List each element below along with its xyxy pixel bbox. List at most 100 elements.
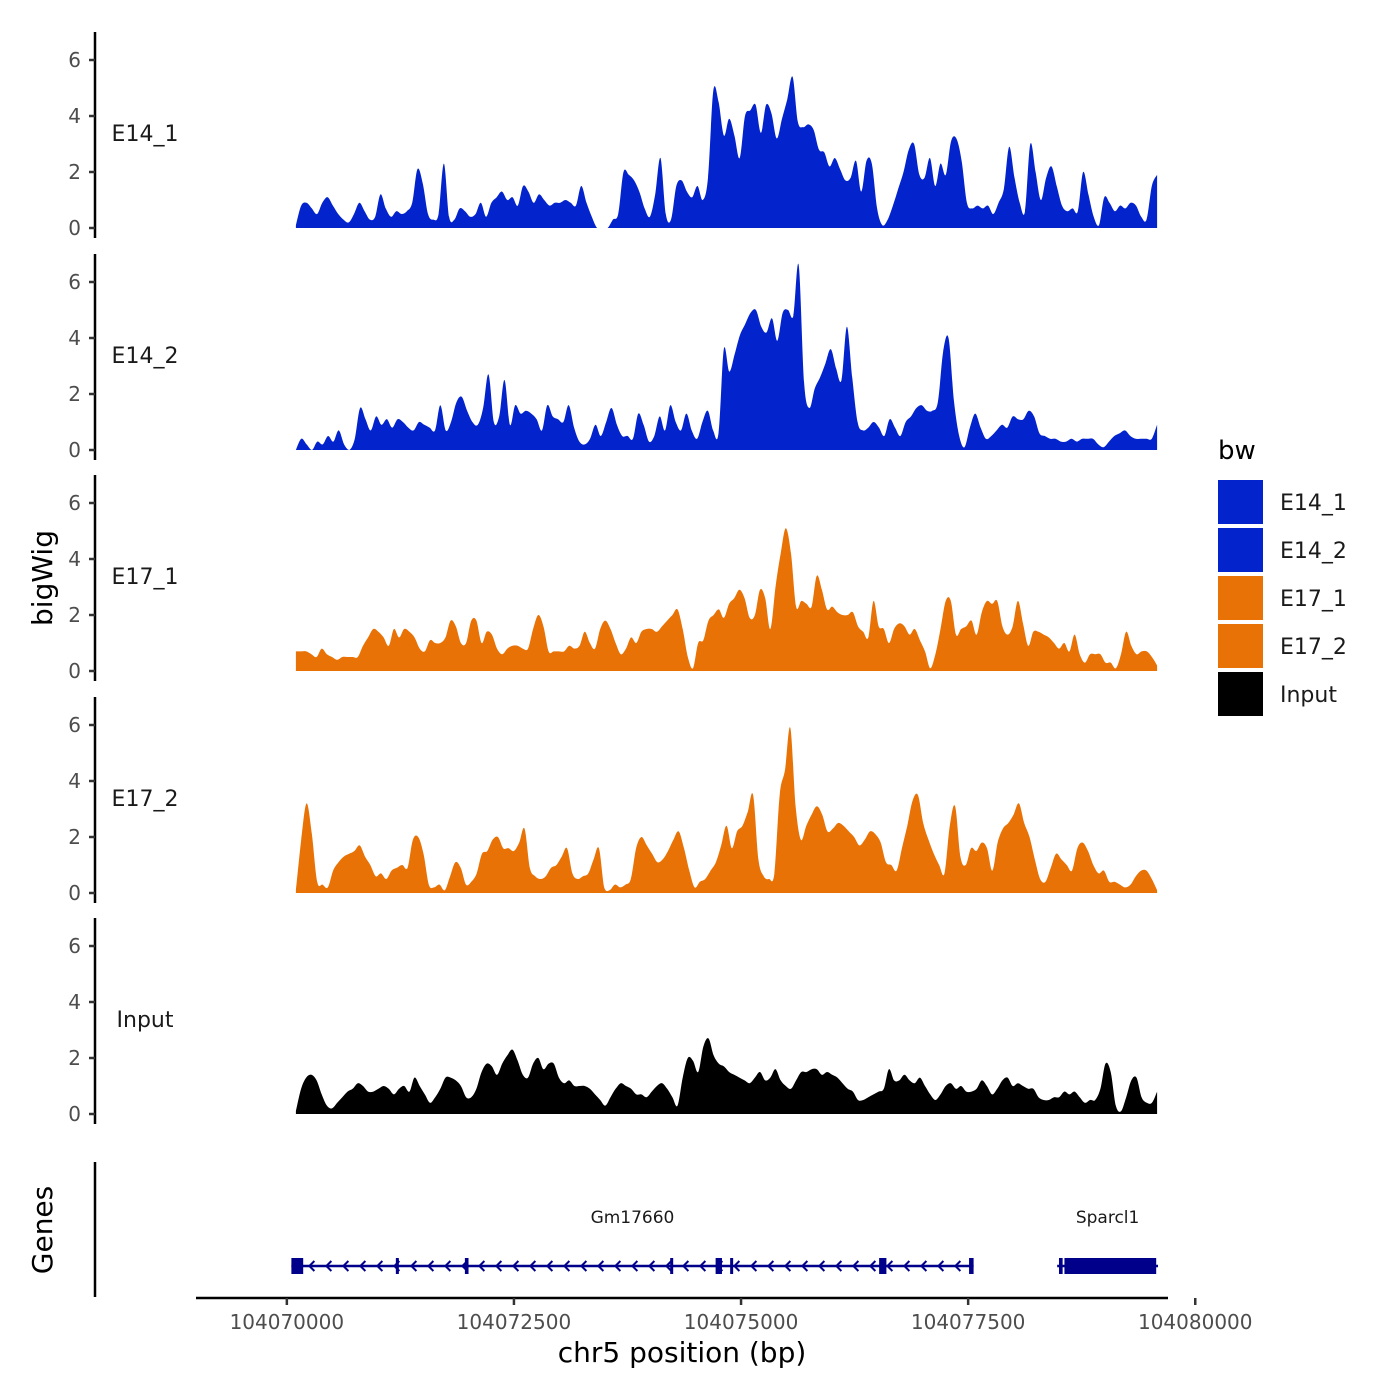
strand-arrow <box>409 1260 418 1272</box>
y-tick-label: 0 <box>68 438 81 462</box>
strand-arrow <box>324 1260 333 1272</box>
gene-exon <box>1064 1258 1157 1274</box>
gene-label: Gm17660 <box>591 1208 675 1228</box>
gene-gm17660: Gm17660 <box>291 1208 974 1274</box>
strand-arrow <box>800 1260 809 1272</box>
gene-sparcl1: Sparcl1 <box>1057 1208 1159 1274</box>
strand-arrow <box>630 1260 639 1272</box>
track-e17-2: 0 2 4 6 E17_2 <box>68 697 1158 905</box>
gene-exon <box>969 1258 974 1274</box>
y-tick-label: 2 <box>68 1046 81 1070</box>
strand-arrow <box>817 1260 826 1272</box>
y-tick-label: 4 <box>68 547 81 571</box>
y-tick-label: 6 <box>68 934 81 958</box>
legend-entry: E14_1 <box>1218 480 1347 524</box>
x-tick-label: 104077500 <box>911 1310 1026 1334</box>
y-tick-label: 4 <box>68 104 81 128</box>
y-tick-label: 6 <box>68 713 81 737</box>
gene-exon <box>879 1258 887 1274</box>
strand-arrow <box>783 1260 792 1272</box>
coverage-area-e17-2 <box>295 727 1158 893</box>
x-tick-label: 104070000 <box>230 1310 345 1334</box>
legend-entry: E17_2 <box>1218 624 1347 668</box>
strand-arrow <box>885 1260 894 1272</box>
legend-label: E14_2 <box>1280 539 1347 564</box>
legend-entry: E14_2 <box>1218 528 1347 572</box>
y-tick-label: 6 <box>68 491 81 515</box>
strand-arrow <box>494 1260 503 1272</box>
legend: bw E14_1 E14_2 E17_1 E17_2 Input <box>1218 436 1347 716</box>
strand-arrow <box>613 1260 622 1272</box>
legend-key <box>1218 624 1263 668</box>
y-tick-label: 0 <box>68 1102 81 1126</box>
legend-key <box>1218 528 1263 572</box>
y-tick-label: 2 <box>68 382 81 406</box>
strand-arrow <box>749 1260 758 1272</box>
track-label: E14_1 <box>112 122 179 147</box>
strand-arrow <box>341 1260 350 1272</box>
legend-label: Input <box>1280 683 1337 708</box>
strand-arrow <box>681 1260 690 1272</box>
coverage-area-e14-2 <box>295 263 1158 450</box>
y-tick-label: 0 <box>68 216 81 240</box>
track-label: E17_2 <box>112 787 179 812</box>
gene-models: Gm17660 Sparcl1 <box>291 1208 1159 1274</box>
strand-arrow <box>375 1260 384 1272</box>
strand-arrow <box>902 1260 911 1272</box>
strand-arrow <box>358 1260 367 1272</box>
gene-exon <box>1058 1258 1063 1274</box>
strand-arrow <box>579 1260 588 1272</box>
gene-exon <box>670 1258 674 1274</box>
legend-key <box>1218 672 1263 716</box>
strand-arrow <box>936 1260 945 1272</box>
strand-arrow <box>426 1260 435 1272</box>
strand-arrow <box>732 1260 741 1272</box>
legend-title: bw <box>1218 436 1256 466</box>
strand-arrow <box>664 1260 673 1272</box>
strand-arrow <box>545 1260 554 1272</box>
y-tick-label: 6 <box>68 48 81 72</box>
strand-arrow <box>477 1260 486 1272</box>
gene-exon <box>395 1258 399 1274</box>
x-tick-label: 104075000 <box>684 1310 799 1334</box>
track-input: 0 2 4 6 Input <box>68 918 1158 1126</box>
genes-panel: Genes Gm17660 Sparcl1 <box>26 1162 1159 1297</box>
strand-arrow <box>868 1260 877 1272</box>
legend-label: E17_1 <box>1280 587 1347 612</box>
coverage-area-e14-1 <box>295 76 1158 229</box>
strand-arrow <box>919 1260 928 1272</box>
strand-arrow <box>511 1260 520 1272</box>
strand-arrow <box>698 1260 707 1272</box>
x-tick-label: 104080000 <box>1138 1310 1253 1334</box>
y-tick-label: 2 <box>68 160 81 184</box>
strand-arrow <box>528 1260 537 1272</box>
legend-key <box>1218 480 1263 524</box>
y-tick-label: 0 <box>68 659 81 683</box>
strand-arrow <box>307 1260 316 1272</box>
coverage-tracks: 0 2 4 6 E14_1 0 2 4 6 E14_2 0 2 4 6 E17_1 0 2 4 6 E17_2 0 2 4 6… <box>68 32 1158 1126</box>
strand-arrow <box>766 1260 775 1272</box>
gene-label: Sparcl1 <box>1076 1208 1140 1228</box>
legend-label: E14_1 <box>1280 491 1347 516</box>
coverage-area-e17-1 <box>295 528 1158 671</box>
y-tick-label: 2 <box>68 603 81 627</box>
strand-arrow <box>562 1260 571 1272</box>
track-label: E14_2 <box>112 344 179 369</box>
legend-key <box>1218 576 1263 620</box>
legend-label: E17_2 <box>1280 635 1347 660</box>
gene-exon <box>730 1258 734 1274</box>
strand-arrow <box>443 1260 452 1272</box>
y-tick-label: 6 <box>68 270 81 294</box>
track-label: Input <box>117 1008 174 1033</box>
x-axis-title: chr5 position (bp) <box>558 1336 807 1369</box>
y-tick-label: 0 <box>68 881 81 905</box>
track-e17-1: 0 2 4 6 E17_1 <box>68 475 1158 683</box>
track-label: E17_1 <box>112 565 179 590</box>
y-tick-label: 4 <box>68 990 81 1014</box>
gene-exon <box>464 1258 469 1274</box>
gene-exon <box>715 1258 722 1274</box>
y-tick-label: 4 <box>68 769 81 793</box>
y-tick-label: 4 <box>68 326 81 350</box>
track-e14-2: 0 2 4 6 E14_2 <box>68 254 1158 462</box>
y-tick-label: 2 <box>68 825 81 849</box>
